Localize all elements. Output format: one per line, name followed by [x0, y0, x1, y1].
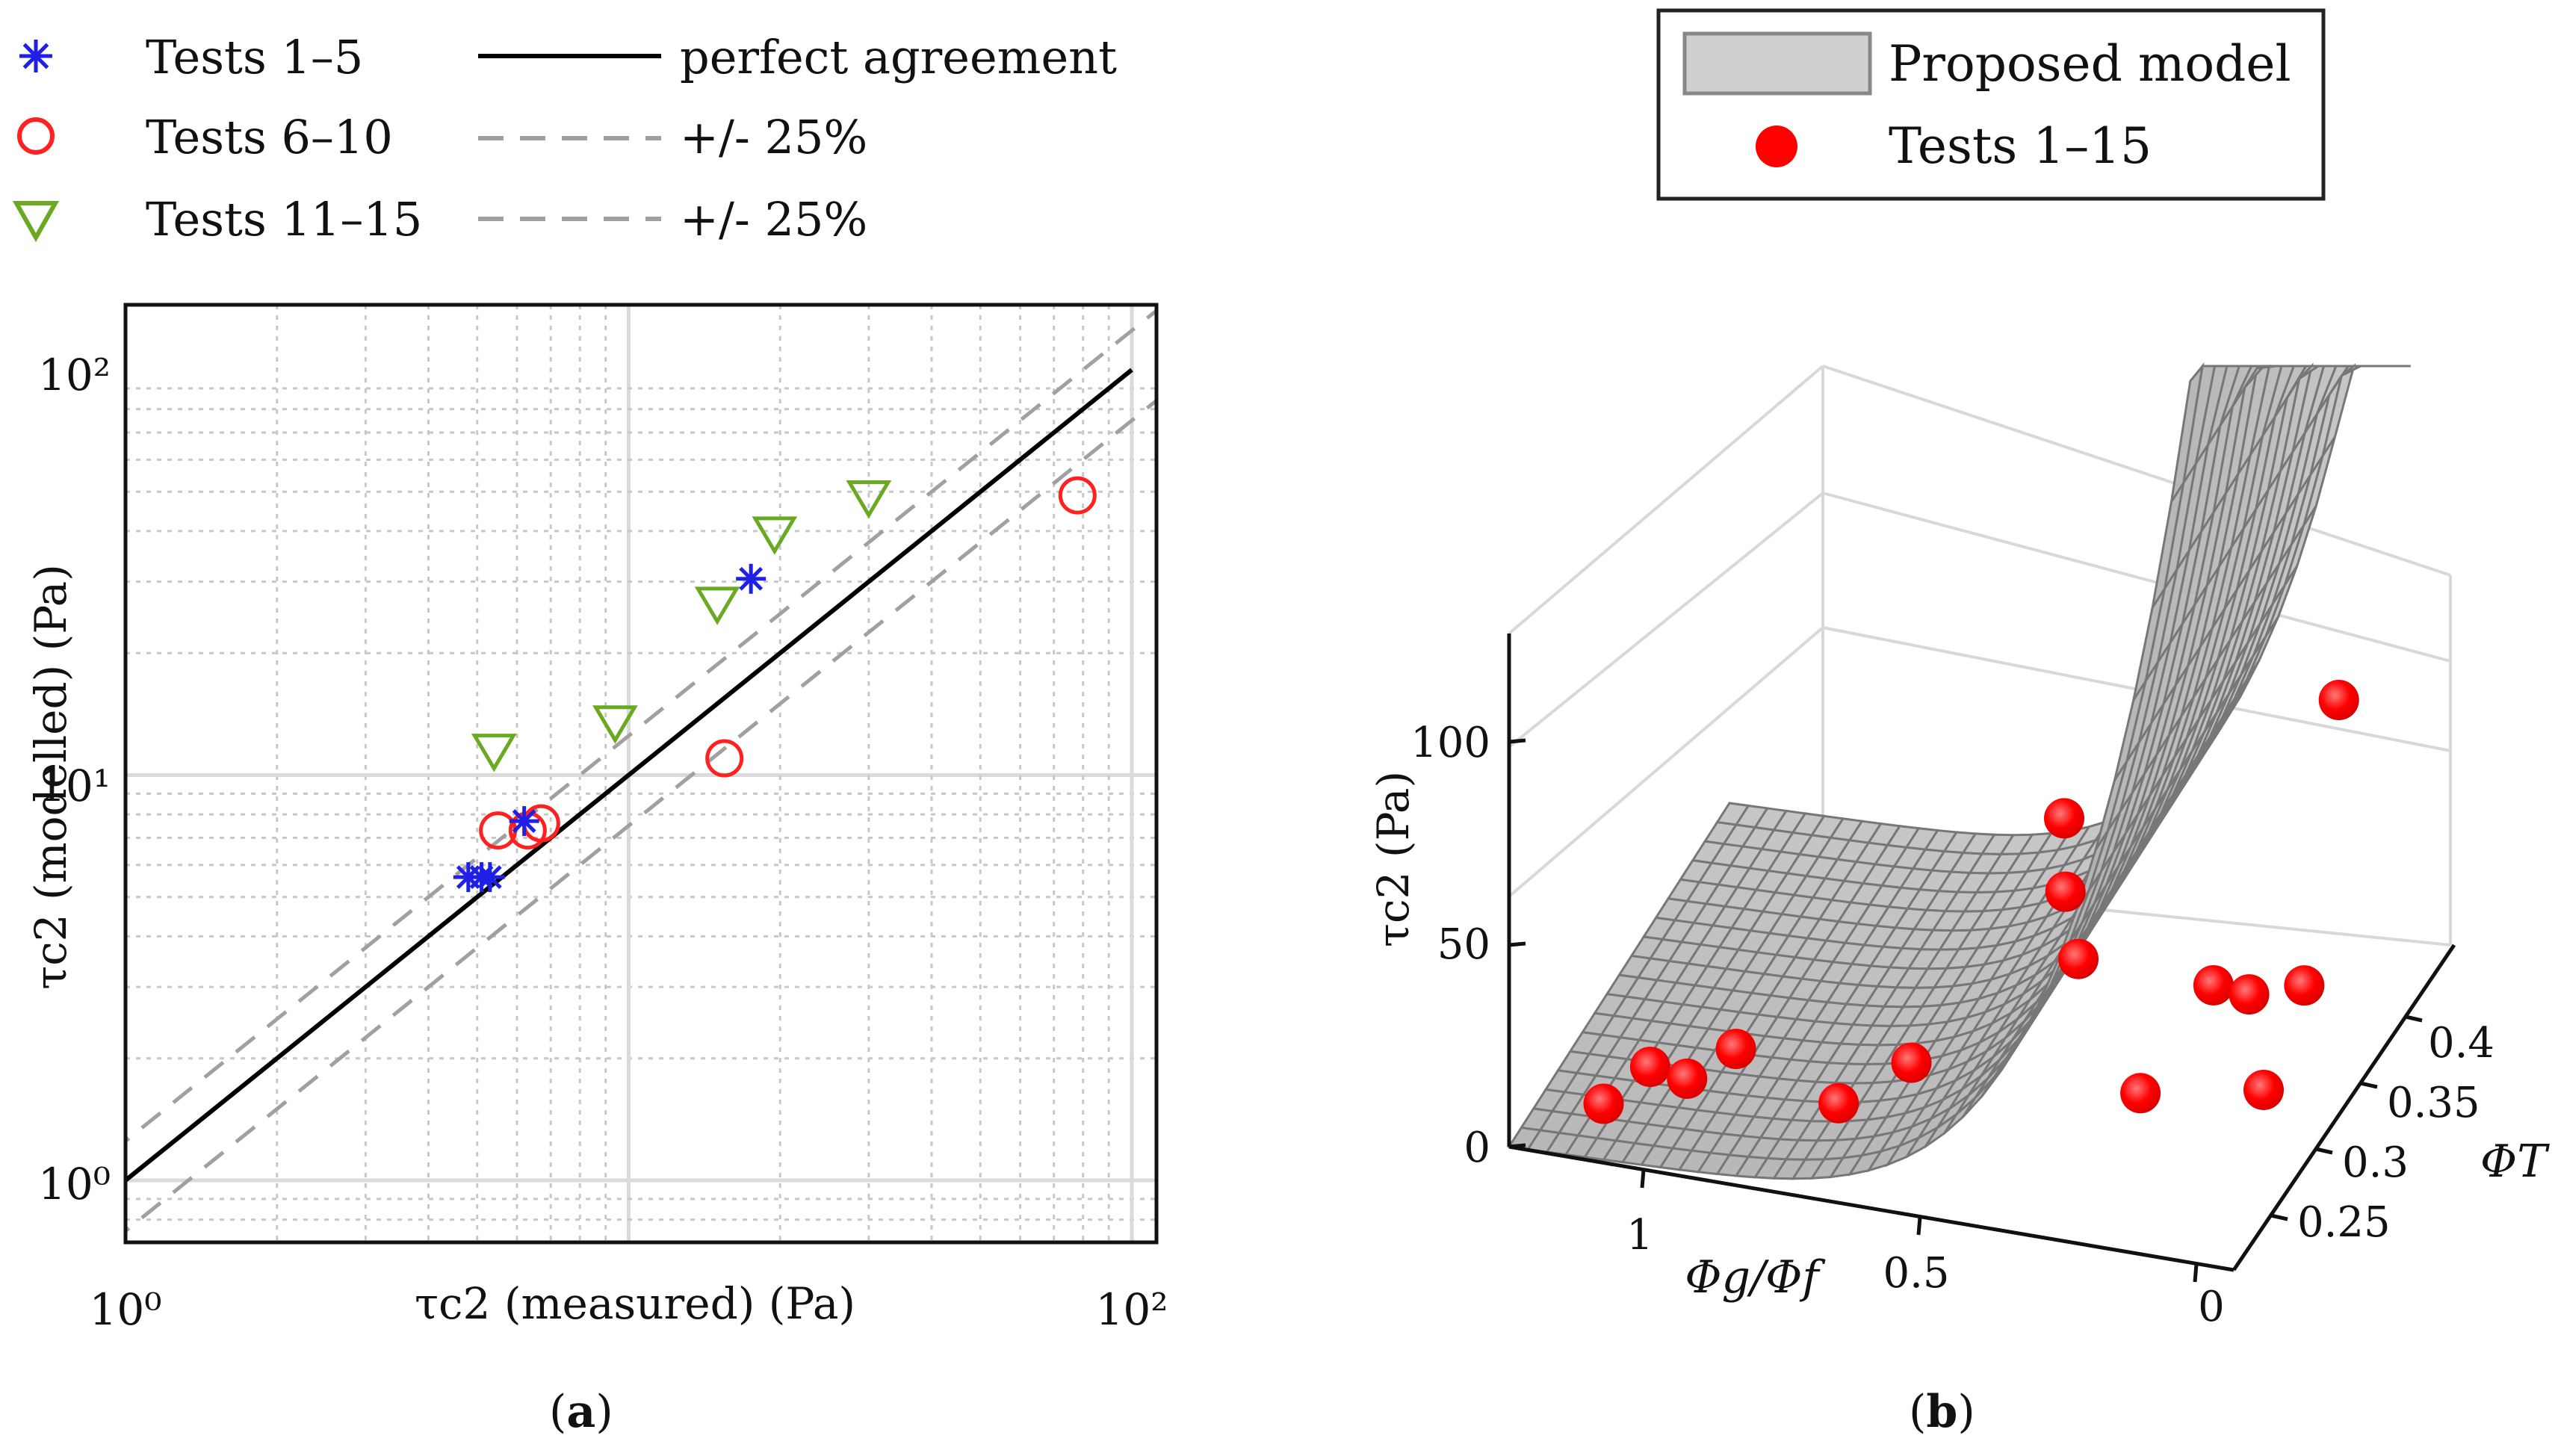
panel-a-legend: Tests 1–5 Tests 6–10 Tests 11–15 perfect…	[12, 30, 1117, 247]
test-point-sphere	[1583, 1083, 1624, 1124]
y-tick-label: 10²	[38, 350, 111, 400]
test-point-sphere	[2318, 680, 2359, 721]
x-tick-label: 1	[1626, 1211, 1653, 1260]
panel-b-caption: (b)	[1909, 1386, 1975, 1438]
test-point-sphere	[1715, 1029, 1756, 1070]
y-tick-label: 10¹	[38, 760, 111, 811]
red-dot-marker-icon	[1756, 126, 1797, 167]
legend-entry-tests-6-10: Tests 6–10	[17, 110, 393, 164]
test-point-sphere	[1667, 1058, 1708, 1099]
triangle-down-marker-icon	[12, 201, 60, 243]
test-point-sphere	[1818, 1082, 1859, 1124]
z-tick-label: 0	[1464, 1124, 1490, 1172]
x-axis: 1 0.5 0 Φg/Φf	[1508, 1144, 2235, 1331]
y-axis: 0.25 0.3 0.35 0.4 ΦT	[2232, 944, 2550, 1271]
circle-marker-icon	[17, 117, 55, 155]
legend-label: Tests 1–5	[146, 30, 363, 84]
z-tick-label: 100	[1410, 719, 1490, 767]
y-tick-label: 0.3	[2342, 1139, 2409, 1187]
x-tick-label: 10²	[1095, 1284, 1168, 1335]
surface-patch	[2298, 365, 2331, 380]
panel-b-legend: Proposed model Tests 1–15	[1656, 8, 2326, 201]
x-axis-label: τc2 (measured) (Pa)	[415, 1278, 855, 1329]
y-tick-label: 0.35	[2387, 1079, 2480, 1127]
tests-11-15-point	[694, 586, 740, 625]
x-tick-label: 0	[2198, 1283, 2225, 1331]
test-point-sphere	[1891, 1042, 1932, 1083]
caption-close: )	[1957, 1386, 1975, 1438]
tests-11-15-point	[592, 705, 638, 744]
caption-close: )	[595, 1386, 613, 1438]
plus-25-percent-line	[126, 308, 1156, 1144]
legend-entry-tests-11-15: Tests 11–15	[12, 192, 422, 247]
caption-open: (	[549, 1386, 567, 1438]
tests-11-15-point	[752, 516, 798, 555]
tests-6-10-point	[1058, 476, 1097, 515]
legend-label: +/- 25%	[680, 110, 867, 164]
panel-a: 10⁰ 10² 10⁰ 10¹ 10² τc2 (measured) (Pa) …	[12, 30, 1168, 1335]
legend-entry-tests-1-5: Tests 1–5	[19, 30, 363, 84]
tests-11-15-point	[846, 480, 892, 519]
test-point-sphere	[2120, 1073, 2161, 1114]
z-axis: 0 50 100 τc2 (Pa)	[1368, 633, 1526, 1172]
y-tick-label: 0.25	[2297, 1198, 2391, 1247]
legend-label: Proposed model	[1889, 35, 2291, 93]
surface-patch	[2341, 365, 2373, 377]
y-tick-label: 10⁰	[38, 1159, 111, 1209]
tests-11-15-point	[471, 734, 517, 772]
caption-letter: b	[1926, 1386, 1958, 1438]
legend-label: Tests 1–15	[1889, 117, 2152, 175]
tests-1-5-point	[509, 806, 539, 837]
tests-1-5-point	[736, 563, 766, 594]
test-point-sphere	[2229, 974, 2270, 1015]
y-axis-label: τc2 (modelled) (Pa)	[25, 564, 76, 990]
test-point-sphere	[2045, 871, 2086, 912]
tests-6-10-point	[705, 739, 744, 778]
test-point-sphere	[2058, 938, 2099, 979]
y-tick-label: 0.4	[2428, 1019, 2494, 1068]
asterisk-glyph	[19, 40, 52, 72]
model-surface	[1507, 362, 2411, 1180]
legend-label: Tests 6–10	[146, 110, 393, 164]
caption-open: (	[1909, 1386, 1927, 1438]
test-point-sphere	[2243, 1069, 2284, 1110]
surface-swatch-icon	[1682, 31, 1872, 96]
legend-entry-perfect-agreement: perfect agreement	[478, 30, 1117, 84]
asterisk-marker-icon	[19, 40, 52, 72]
test-point-sphere	[1629, 1047, 1670, 1088]
x-tick-label: 0.5	[1883, 1249, 1949, 1298]
x-axis-label: Φg/Φf	[1685, 1251, 1826, 1304]
minus-25-percent-line	[126, 397, 1156, 1233]
legend-label: perfect agreement	[680, 30, 1117, 84]
test-point-sphere	[2284, 965, 2325, 1006]
panel-b: Proposed model Tests 1–15 0	[1368, 8, 2550, 1331]
y-axis-label: ΦT	[2480, 1136, 2550, 1188]
panel-a-caption: (a)	[549, 1386, 613, 1438]
z-axis-label: τc2 (Pa)	[1368, 771, 1419, 947]
legend-label: Tests 11–15	[146, 192, 422, 247]
panel-a-frame	[123, 303, 1159, 1245]
legend-entry-plus-minus-25-b: +/- 25%	[478, 192, 867, 247]
test-point-sphere	[2193, 964, 2234, 1006]
test-point-sphere	[2044, 798, 2084, 839]
panel-b-points	[1583, 680, 2359, 1124]
z-tick-label: 50	[1437, 920, 1490, 969]
x-tick-label: 10⁰	[89, 1284, 161, 1335]
panel-a-tick-labels: 10⁰ 10² 10⁰ 10¹ 10²	[38, 350, 1168, 1335]
panel-b-back-walls	[1508, 365, 2452, 1148]
legend-entry-plus-minus-25-a: +/- 25%	[478, 110, 867, 164]
panel-a-grid	[123, 305, 1156, 1242]
tests-1-5-point	[474, 862, 505, 893]
legend-label: +/- 25%	[680, 192, 867, 247]
caption-letter: a	[566, 1386, 596, 1438]
perfect-agreement-line	[126, 368, 1133, 1183]
panel-a-markers	[453, 476, 1097, 893]
